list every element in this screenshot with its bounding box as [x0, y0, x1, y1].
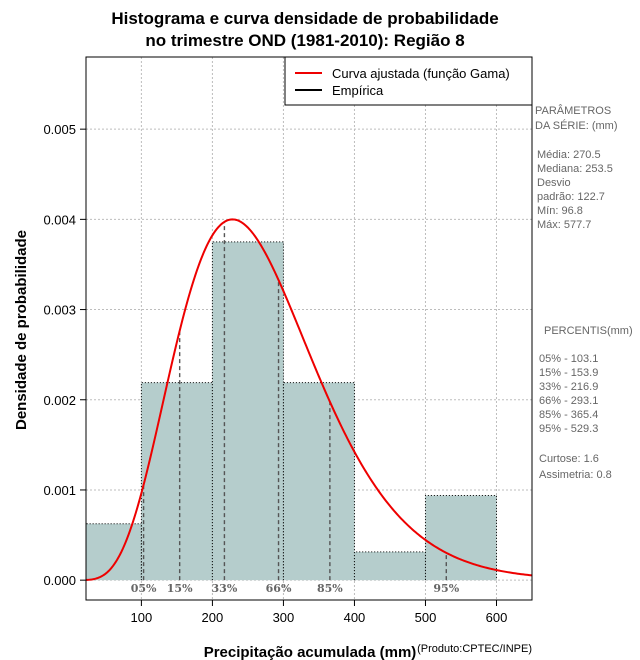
x-axis-title: Precipitação acumulada (mm)	[204, 644, 417, 660]
percentile-label: 05%	[131, 582, 157, 595]
percentil-66: 66% - 293.1	[539, 395, 598, 407]
percentile-label: 95%	[433, 582, 459, 595]
histogram-bar	[212, 241, 284, 581]
stat-mean: Média: 270.5	[537, 149, 601, 161]
chart-title-line1: Histograma e curva densidade de probabil…	[111, 9, 498, 28]
percentile-label: 33%	[212, 582, 238, 595]
histogram-bar	[425, 495, 497, 581]
percentile-label: 66%	[266, 582, 292, 595]
percentil-95: 95% - 529.3	[539, 423, 598, 435]
y-tick-label: 0.004	[43, 212, 76, 227]
legend-label-curve: Curva ajustada (função Gama)	[332, 66, 510, 81]
histogram-bar-outline	[424, 495, 497, 581]
percentil-33: 33% - 216.9	[539, 381, 598, 393]
x-tick-label: 100	[131, 610, 153, 625]
params-title-2: DA SÉRIE: (mm)	[535, 119, 618, 132]
y-axis-ticks: 0.000 0.001 0.002 0.003 0.004 0.005	[43, 122, 86, 588]
x-tick-label: 300	[273, 610, 295, 625]
histogram-bar	[86, 523, 142, 581]
histogram-bar	[283, 382, 355, 581]
stat-stddev-label: Desvio	[537, 177, 571, 189]
stat-min: Mín: 96.8	[537, 205, 583, 217]
params-title-1: PARÂMETROS	[535, 104, 611, 117]
stat-max: Máx: 577.7	[537, 219, 591, 231]
stat-median: Mediana: 253.5	[537, 163, 613, 175]
x-tick-label: 600	[486, 610, 508, 625]
percentis-title: PERCENTIS(mm)	[544, 325, 633, 337]
y-axis-title: Densidade de probabilidade	[13, 230, 30, 430]
chart-title-line2: no trimestre OND (1981-2010): Região 8	[145, 31, 464, 50]
gamma-curve-layer	[85, 218, 533, 581]
y-tick-label: 0.000	[43, 573, 76, 588]
percentile-label: 85%	[317, 582, 343, 595]
percentil-15: 15% - 153.9	[539, 367, 598, 379]
percentiles-panel: PERCENTIS(mm) 05% - 103.1 15% - 153.9 33…	[539, 325, 633, 481]
y-tick-label: 0.003	[43, 303, 76, 318]
x-tick-label: 400	[344, 610, 366, 625]
percentile-label: 15%	[167, 582, 193, 595]
histogram-bar	[141, 382, 213, 581]
histogram-bars	[85, 241, 497, 581]
legend: Curva ajustada (função Gama) Empírica	[284, 56, 533, 106]
histogram-bar	[354, 551, 426, 581]
x-tick-label: 500	[415, 610, 437, 625]
stat-kurtosis: Curtose: 1.6	[539, 453, 599, 465]
stat-skewness: Assimetria: 0.8	[539, 469, 612, 481]
y-tick-label: 0.001	[43, 483, 76, 498]
y-tick-label: 0.002	[43, 393, 76, 408]
credit-label: (Produto:CPTEC/INPE)	[417, 643, 532, 655]
histogram-bar-outline	[85, 523, 142, 581]
legend-box	[284, 56, 533, 106]
legend-label-empirical: Empírica	[332, 83, 384, 98]
gamma-curve	[85, 218, 533, 581]
percentile-lines: 05% 15% 33% 66% 85% 95%	[131, 221, 460, 595]
y-tick-label: 0.005	[43, 122, 76, 137]
series-parameters-panel: PARÂMETROS DA SÉRIE: (mm) Média: 270.5 M…	[535, 104, 618, 231]
percentil-05: 05% - 103.1	[539, 353, 598, 365]
percentil-85: 85% - 365.4	[539, 409, 598, 421]
stat-stddev-value: padrão: 122.7	[537, 191, 605, 203]
x-tick-label: 200	[202, 610, 224, 625]
x-axis-ticks: 100 200 300 400 500 600	[131, 600, 508, 625]
histogram-bar-outline	[353, 551, 426, 581]
